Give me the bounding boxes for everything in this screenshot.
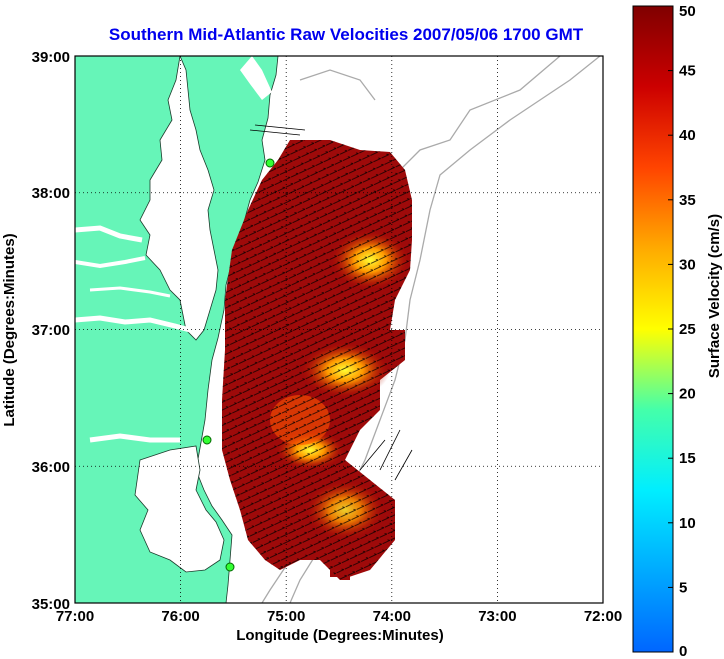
- colorbar-tick-label: 5: [679, 579, 687, 596]
- station-marker: [225, 562, 235, 572]
- colorbar-tick-label: 45: [679, 63, 696, 80]
- x-tick-label: 76:00: [161, 608, 199, 625]
- map-title: Southern Mid-Atlantic Raw Velocities 200…: [109, 25, 584, 44]
- velocity-field: [222, 124, 413, 580]
- delaware-bay: [240, 56, 272, 100]
- albemarle-sound: [89, 433, 180, 443]
- colorbar-tick-label: 20: [679, 386, 696, 403]
- colorbar-tick-label: 40: [679, 127, 696, 144]
- x-tick-label: 75:00: [267, 608, 305, 625]
- y-tick-label: 36:00: [32, 459, 70, 476]
- y-axis: 39:00 38:00 37:00 36:00 35:00 Latitude (…: [1, 49, 70, 613]
- y-tick-label: 38:00: [32, 185, 70, 202]
- station-marker: [265, 158, 275, 168]
- colorbar-label: Surface Velocity (cm/s): [706, 214, 723, 378]
- river-rappahannock: [75, 256, 146, 269]
- colorbar: 0 5 10 15 20 25 30 35 40 45 50 Surface Velocity (c…: [632, 3, 723, 659]
- x-axis: 77:00 76:00 75:00 74:00 73:00 72:00 Long…: [56, 608, 622, 644]
- y-tick-label: 39:00: [32, 49, 70, 66]
- river-potomac: [75, 225, 143, 243]
- radar-stations: [202, 158, 275, 572]
- x-tick-label: 74:00: [373, 608, 411, 625]
- colorbar-tick-label: 35: [679, 192, 696, 209]
- station-marker: [202, 435, 212, 445]
- colorbar-tick-label: 25: [679, 321, 696, 338]
- axes-frame: [74, 55, 604, 604]
- x-tick-label: 73:00: [478, 608, 516, 625]
- y-tick-label: 35:00: [32, 596, 70, 613]
- colorbar-tick-label: 10: [679, 515, 696, 532]
- chesapeake-bay: [139, 56, 219, 341]
- colorbar-gradient: [632, 5, 674, 653]
- x-tick-label: 77:00: [56, 608, 94, 625]
- x-axis-label: Longitude (Degrees:Minutes): [236, 627, 444, 644]
- x-tick-label: 72:00: [584, 608, 622, 625]
- colorbar-tick-label: 0: [679, 643, 687, 659]
- y-axis-label: Latitude (Degrees:Minutes): [1, 233, 18, 426]
- colorbar-tick-label: 30: [679, 256, 696, 273]
- colorbar-tick-label: 15: [679, 450, 696, 467]
- colorbar-tick-label: 50: [679, 3, 696, 20]
- river-james: [75, 315, 191, 333]
- y-tick-label: 37:00: [32, 322, 70, 339]
- pamlico-sound: [134, 445, 225, 573]
- grid-lines: [75, 56, 603, 603]
- river-york: [89, 286, 171, 298]
